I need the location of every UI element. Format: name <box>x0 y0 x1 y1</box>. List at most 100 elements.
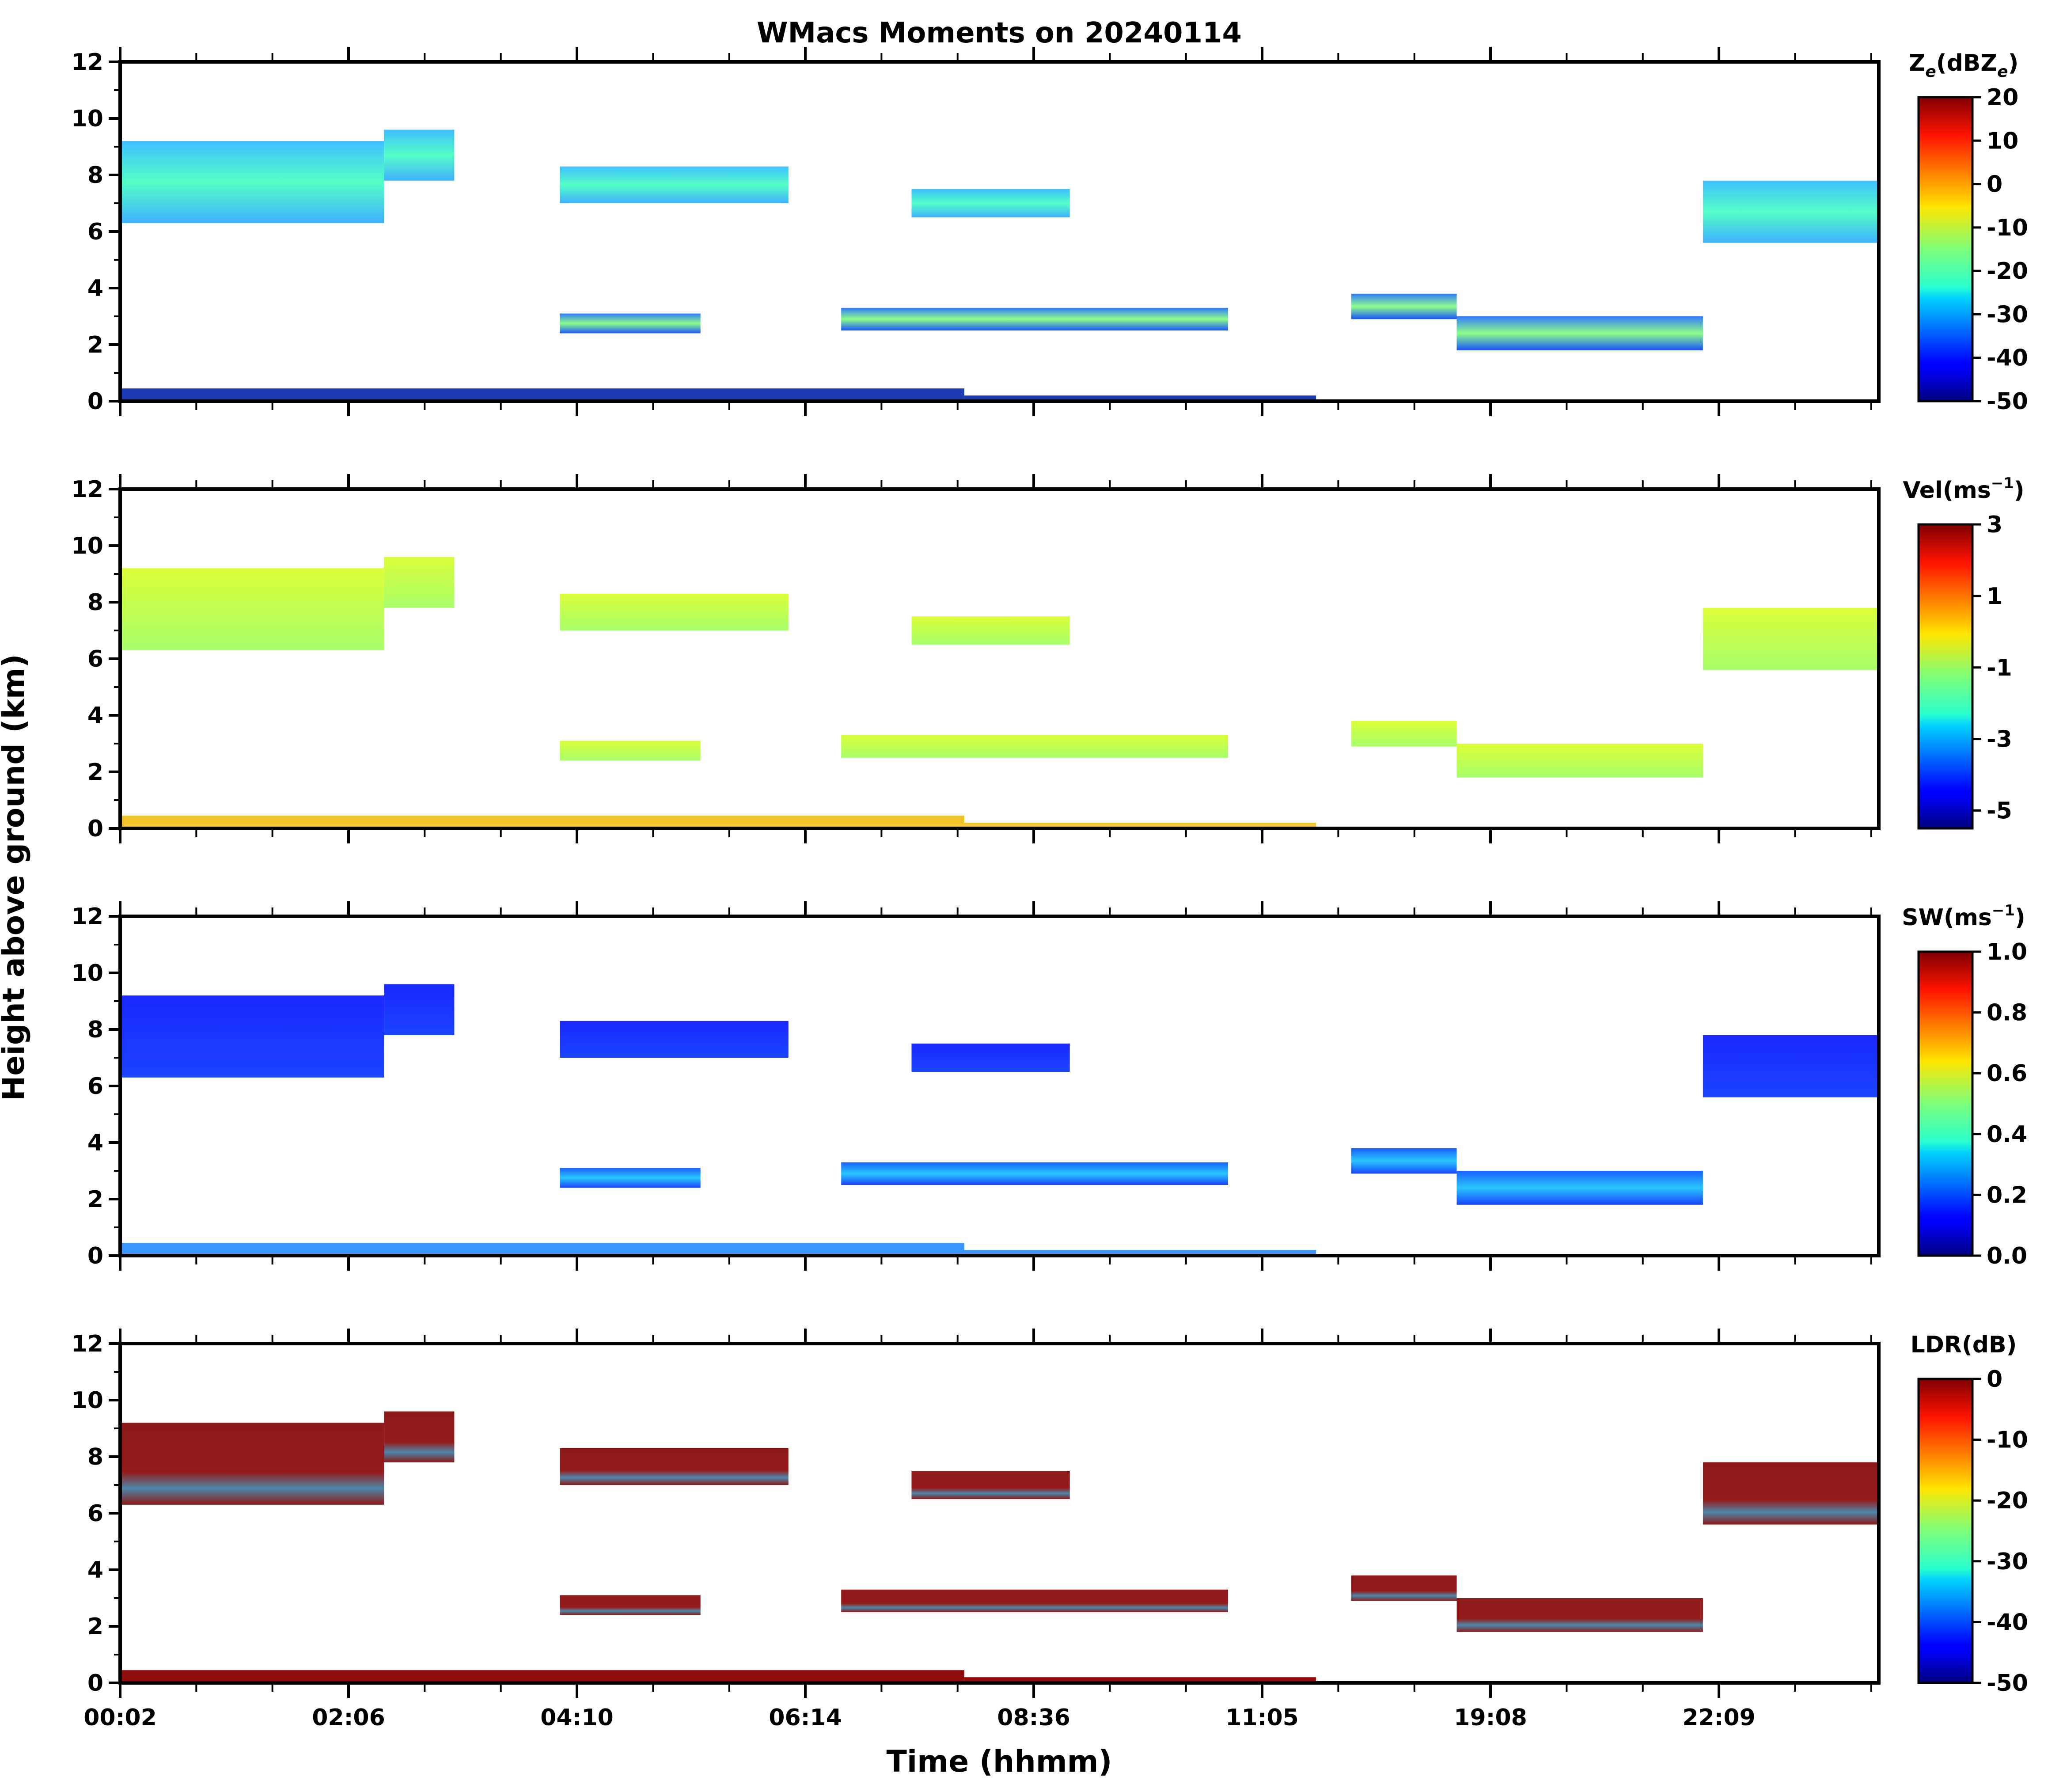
colorbar-tick-label: -20 <box>1987 1488 2028 1514</box>
cloud-feature-3 <box>560 1448 789 1485</box>
y-tick-label: 8 <box>87 162 103 189</box>
x-tick-label: 00:02 <box>83 1705 157 1731</box>
colorbar-label: LDR(dB) <box>1911 1332 2017 1358</box>
cloud-feature-5 <box>1703 607 1879 670</box>
cloud-feature-6 <box>560 313 701 334</box>
cloud-feature-4 <box>911 1044 1070 1072</box>
cloud-feature-7 <box>841 1589 1229 1612</box>
y-tick-label: 0 <box>87 388 103 415</box>
y-tick-label: 10 <box>72 960 103 987</box>
colorbar-tick-label: 1 <box>1987 583 2002 610</box>
y-tick-label: 12 <box>72 1331 103 1357</box>
colorbar-tick-label: 0.4 <box>1987 1121 2027 1148</box>
y-tick-label: 4 <box>87 275 103 302</box>
chart-title: WMacs Moments on 20240114 <box>757 17 1242 49</box>
colorbar-tick-label: 20 <box>1987 84 2018 111</box>
cloud-feature-7 <box>841 735 1229 758</box>
cloud-feature-10 <box>120 1243 964 1256</box>
y-tick-label: 8 <box>87 1444 103 1470</box>
cloud-feature-3 <box>560 166 789 203</box>
colorbar-tick-label: -30 <box>1987 301 2028 328</box>
colorbar-tick-label: -30 <box>1987 1549 2028 1575</box>
cloud-feature-2 <box>384 129 455 181</box>
colorbar-tick-label: 10 <box>1987 128 2018 154</box>
colorbar-tick-label: 0 <box>1987 171 2002 198</box>
colorbar-tick-label: -50 <box>1987 388 2028 415</box>
y-tick-label: 12 <box>72 49 103 76</box>
y-tick-label: 10 <box>72 1387 103 1414</box>
y-tick-label: 2 <box>87 1614 103 1640</box>
colorbar-tick-label: 1.0 <box>1987 939 2027 965</box>
cloud-feature-2 <box>384 984 455 1035</box>
cloud-feature-3 <box>560 593 789 630</box>
cloud-feature-3 <box>560 1021 789 1058</box>
cloud-feature-7 <box>841 308 1229 330</box>
y-tick-label: 2 <box>87 332 103 358</box>
x-axis-title: Time (hhmm) <box>886 1744 1112 1779</box>
y-tick-label: 4 <box>87 702 103 729</box>
cloud-feature-9 <box>1456 1171 1703 1205</box>
cloud-feature-8 <box>1351 293 1457 319</box>
y-tick-label: 6 <box>87 1500 103 1527</box>
colorbar-tick-label: -40 <box>1987 345 2028 372</box>
cloud-feature-1 <box>120 141 384 223</box>
cloud-feature-2 <box>384 1411 455 1462</box>
cloud-feature-9 <box>1456 744 1703 778</box>
cloud-feature-8 <box>1351 1148 1457 1174</box>
panel-ldr: 0 2 4 6 8 10 12 00:02 02:06 04:10 06:14 08:36 11:05 1… <box>72 1329 2028 1731</box>
colorbar-tick-label: 0.8 <box>1987 1000 2027 1026</box>
colorbar-label: SW(ms−1) <box>1902 902 2025 931</box>
colorbar-tick-label: 3 <box>1987 512 2002 538</box>
colorbar-tick-label: -20 <box>1987 258 2028 285</box>
y-tick-label: 6 <box>87 219 103 245</box>
y-tick-label: 4 <box>87 1130 103 1156</box>
colorbar-tick-label: 0.6 <box>1987 1060 2027 1087</box>
panel-velocity: 0 2 4 6 8 10 12 3 1 -1 -3 -5 Vel(ms−1) <box>72 474 2025 843</box>
y-tick-label: 2 <box>87 759 103 786</box>
y-tick-label: 10 <box>72 533 103 559</box>
y-tick-label: 12 <box>72 476 103 503</box>
cloud-feature-10 <box>120 816 964 828</box>
cloud-feature-6 <box>560 740 701 761</box>
x-tick-label: 19:08 <box>1454 1705 1527 1731</box>
cloud-feature-6 <box>560 1595 701 1615</box>
colorbar <box>1917 950 1974 1257</box>
cloud-feature-1 <box>120 995 384 1078</box>
y-tick-label: 0 <box>87 1670 103 1697</box>
x-tick-label: 11:05 <box>1225 1705 1299 1731</box>
cloud-feature-6 <box>560 1168 701 1188</box>
cloud-feature-5 <box>1703 1035 1879 1097</box>
cloud-feature-9 <box>1456 1598 1703 1632</box>
colorbar-tick-label: -10 <box>1987 215 2028 241</box>
colorbar <box>1917 523 1974 830</box>
cloud-feature-8 <box>1351 721 1457 747</box>
y-tick-label: 10 <box>72 106 103 132</box>
cloud-feature-5 <box>1703 180 1879 243</box>
colorbar <box>1917 1378 1974 1684</box>
colorbar-tick-label: -3 <box>1987 726 2012 753</box>
cloud-feature-4 <box>911 1471 1070 1499</box>
colorbar-label: Ze(dBZe) <box>1909 50 2019 81</box>
colorbar-tick-label: -50 <box>1987 1670 2028 1697</box>
y-tick-label: 12 <box>72 904 103 930</box>
cloud-feature-7 <box>841 1162 1229 1185</box>
y-tick-label: 4 <box>87 1557 103 1583</box>
y-tick-label: 2 <box>87 1186 103 1213</box>
x-tick-label: 22:09 <box>1682 1705 1756 1731</box>
colorbar-tick-label: 0.2 <box>1987 1182 2027 1208</box>
y-tick-label: 8 <box>87 1017 103 1043</box>
y-tick-label: 8 <box>87 589 103 616</box>
cloud-feature-8 <box>1351 1575 1457 1601</box>
panel-spectrum-width: 0 2 4 6 8 10 12 1.0 0.8 0.6 0.4 0.2 0.0 SW(ms−1) <box>72 901 2027 1271</box>
cloud-feature-5 <box>1703 1462 1879 1525</box>
x-tick-label: 08:36 <box>997 1705 1070 1731</box>
colorbar-tick-label: -1 <box>1987 655 2012 681</box>
panel-reflectivity: 0 2 4 6 8 10 12 20 10 0 -10 -20 -30 -40 -50 Ze(dBZe) <box>72 47 2028 416</box>
cloud-feature-9 <box>1456 316 1703 350</box>
cloud-feature-10 <box>120 388 964 401</box>
cloud-feature-4 <box>911 616 1070 645</box>
y-axis-title: Height above ground (km) <box>0 654 31 1101</box>
colorbar-tick-label: -10 <box>1987 1427 2028 1454</box>
x-tick-label: 06:14 <box>769 1705 842 1731</box>
